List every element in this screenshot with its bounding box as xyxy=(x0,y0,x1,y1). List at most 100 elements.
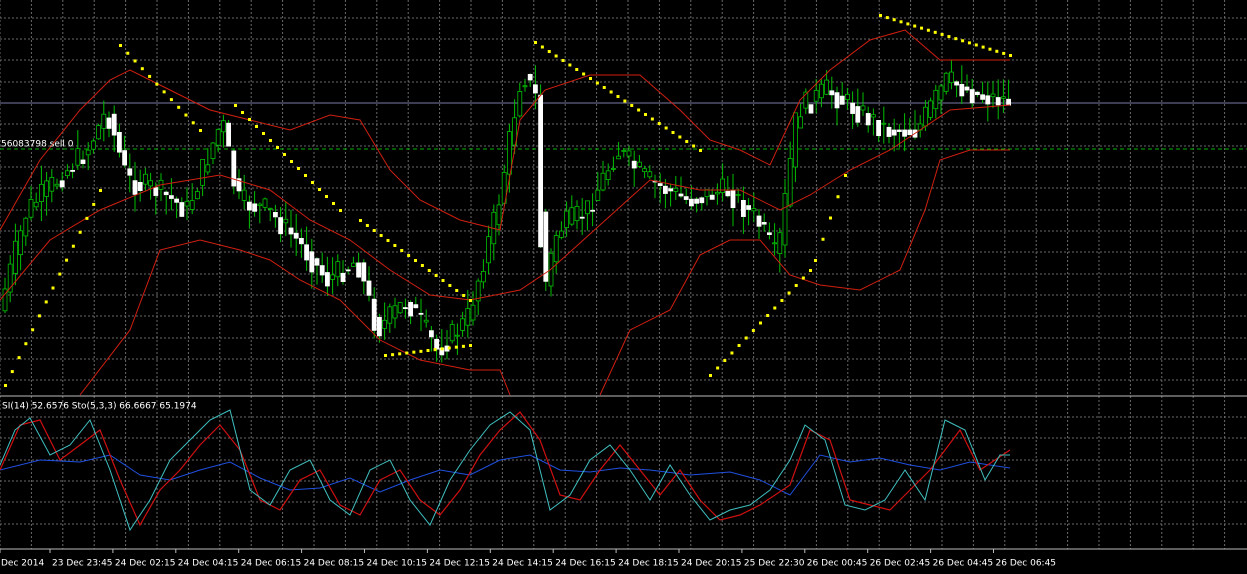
sar-dot xyxy=(954,37,958,41)
candle-body xyxy=(891,129,897,136)
sar-dot xyxy=(879,14,882,17)
candle-body xyxy=(881,122,887,125)
candle-body xyxy=(371,298,377,331)
sar-dot xyxy=(787,291,791,295)
candle-body xyxy=(408,301,414,317)
candle-body xyxy=(257,203,263,207)
time-label: 24 Dec 02:15 xyxy=(115,559,176,569)
candle-body xyxy=(959,84,965,97)
candle-body xyxy=(210,142,216,159)
sar-dot xyxy=(10,370,14,374)
sar-dot xyxy=(699,149,702,152)
sar-dot xyxy=(71,244,75,248)
candle-body xyxy=(506,131,512,175)
sar-dot xyxy=(561,59,565,62)
candle-body xyxy=(709,194,715,200)
sar-dot xyxy=(419,349,423,353)
candle-body xyxy=(657,183,663,187)
candle-body xyxy=(475,280,481,302)
sar-dot xyxy=(920,26,924,30)
candle-body xyxy=(600,172,606,191)
sar-dot xyxy=(420,264,424,267)
sar-dot xyxy=(119,44,122,47)
candle-body xyxy=(876,120,881,137)
time-label: 26 Dec 00:45 xyxy=(807,559,868,569)
time-label: 26 Dec 02:45 xyxy=(870,559,931,569)
sar-dot xyxy=(616,95,620,98)
sar-dot xyxy=(31,328,35,332)
candle-body xyxy=(65,170,70,177)
candle-body xyxy=(70,169,75,172)
candle-body xyxy=(122,150,127,166)
sar-dot xyxy=(441,279,445,282)
candle-body xyxy=(101,113,107,129)
candle-body xyxy=(12,240,18,274)
candle-body xyxy=(85,149,91,156)
sar-dot xyxy=(602,86,606,89)
rsi-line xyxy=(0,454,1011,496)
sar-dot xyxy=(65,258,69,262)
sar-dot xyxy=(974,43,978,47)
sar-dot xyxy=(821,237,825,241)
candle-body xyxy=(902,129,907,137)
candle-body xyxy=(871,114,876,118)
candle-body xyxy=(80,159,86,165)
sar-dot xyxy=(99,189,102,192)
sar-dot xyxy=(276,146,279,149)
sar-dot xyxy=(940,32,944,36)
candle-body xyxy=(746,205,751,210)
candle-body xyxy=(252,203,258,212)
sar-dot xyxy=(892,18,896,22)
sar-dot xyxy=(414,259,417,262)
sar-dot xyxy=(384,354,387,357)
candle-body xyxy=(288,227,294,235)
candle-body xyxy=(148,180,154,187)
sar-dot xyxy=(657,122,661,125)
bollinger-lower xyxy=(599,149,1010,396)
candle-body xyxy=(673,187,679,192)
candle-body xyxy=(647,171,653,178)
sar-dot xyxy=(836,195,840,199)
stochastic-signal xyxy=(0,411,1011,527)
sar-dot xyxy=(169,98,173,102)
sar-dot xyxy=(671,131,675,134)
candle-body xyxy=(819,83,824,99)
candle-body xyxy=(637,161,642,167)
candle-body xyxy=(751,208,757,212)
candle-body xyxy=(813,89,819,102)
candle-body xyxy=(246,201,252,211)
sar-dot xyxy=(1009,54,1012,57)
sar-dot xyxy=(78,230,82,234)
sar-dot xyxy=(582,72,586,76)
candle-body xyxy=(730,189,736,209)
candle-body xyxy=(28,198,34,218)
sar-dot xyxy=(730,351,734,355)
candle-body xyxy=(689,198,694,207)
candle-body xyxy=(803,91,809,109)
candle-body xyxy=(137,181,143,191)
candle-body xyxy=(189,200,195,210)
candle-body xyxy=(824,79,829,95)
candle-body xyxy=(798,116,803,129)
candle-body xyxy=(96,125,101,140)
candle-body xyxy=(226,122,232,147)
sar-dot xyxy=(365,224,369,227)
sar-dot xyxy=(379,234,383,237)
time-label: 25 Dec 22:30 xyxy=(744,559,805,569)
sar-dot xyxy=(283,153,286,156)
sar-dot xyxy=(234,104,237,107)
sar-dot xyxy=(199,129,202,132)
candle-body xyxy=(683,196,689,200)
candle-body xyxy=(756,215,762,227)
candle-body xyxy=(23,217,29,237)
candle-body xyxy=(1006,98,1011,106)
candle-body xyxy=(423,319,429,323)
sar-dot xyxy=(391,353,395,357)
sar-dot xyxy=(58,272,62,276)
sar-dot xyxy=(933,30,937,34)
sar-dot xyxy=(967,41,971,45)
candle-body xyxy=(340,272,346,282)
sar-dot xyxy=(554,54,558,58)
candle-body xyxy=(512,117,517,146)
